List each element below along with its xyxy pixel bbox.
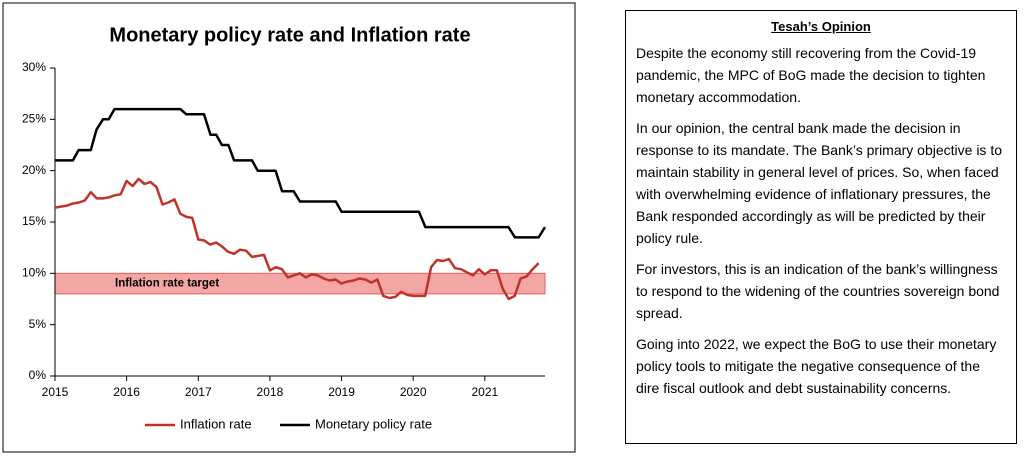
x-tick-label: 2016 [113,385,140,399]
opinion-paragraph: Despite the economy still recovering fro… [636,45,986,105]
opinion-paragraph: In our opinion, the central bank made th… [636,120,1002,246]
x-tick-label: 2020 [400,385,427,399]
y-tick-label: 0% [29,368,47,382]
x-tick-label: 2019 [328,385,355,399]
chart: Monetary policy rate and Inflation rate … [2,2,576,453]
y-tick-label: 30% [22,60,46,74]
y-tick-label: 5% [29,317,47,331]
opinion-panel: Tesah’s Opinion Despite the economy stil… [625,10,1017,444]
target-label: Inflation rate target [115,278,219,290]
legend-label: Monetary policy rate [315,416,432,431]
chart-title: Monetary policy rate and Inflation rate [109,24,470,46]
opinion-paragraph: Going into 2022, we expect the BoG to us… [636,336,997,396]
x-tick-label: 2015 [42,385,69,399]
y-tick-label: 20% [22,163,46,177]
x-tick-label: 2018 [257,385,284,399]
series-line [55,107,547,239]
y-tick-label: 25% [22,112,46,126]
series-line [54,177,540,301]
opinion-title: Tesah’s Opinion [771,19,871,34]
y-tick-label: 15% [22,214,46,228]
y-tick-label: 10% [22,266,46,280]
x-tick-label: 2021 [471,385,498,399]
legend-label: Inflation rate [180,416,252,431]
opinion-paragraph: For investors, this is an indication of … [636,261,1000,321]
x-tick-label: 2017 [185,385,212,399]
